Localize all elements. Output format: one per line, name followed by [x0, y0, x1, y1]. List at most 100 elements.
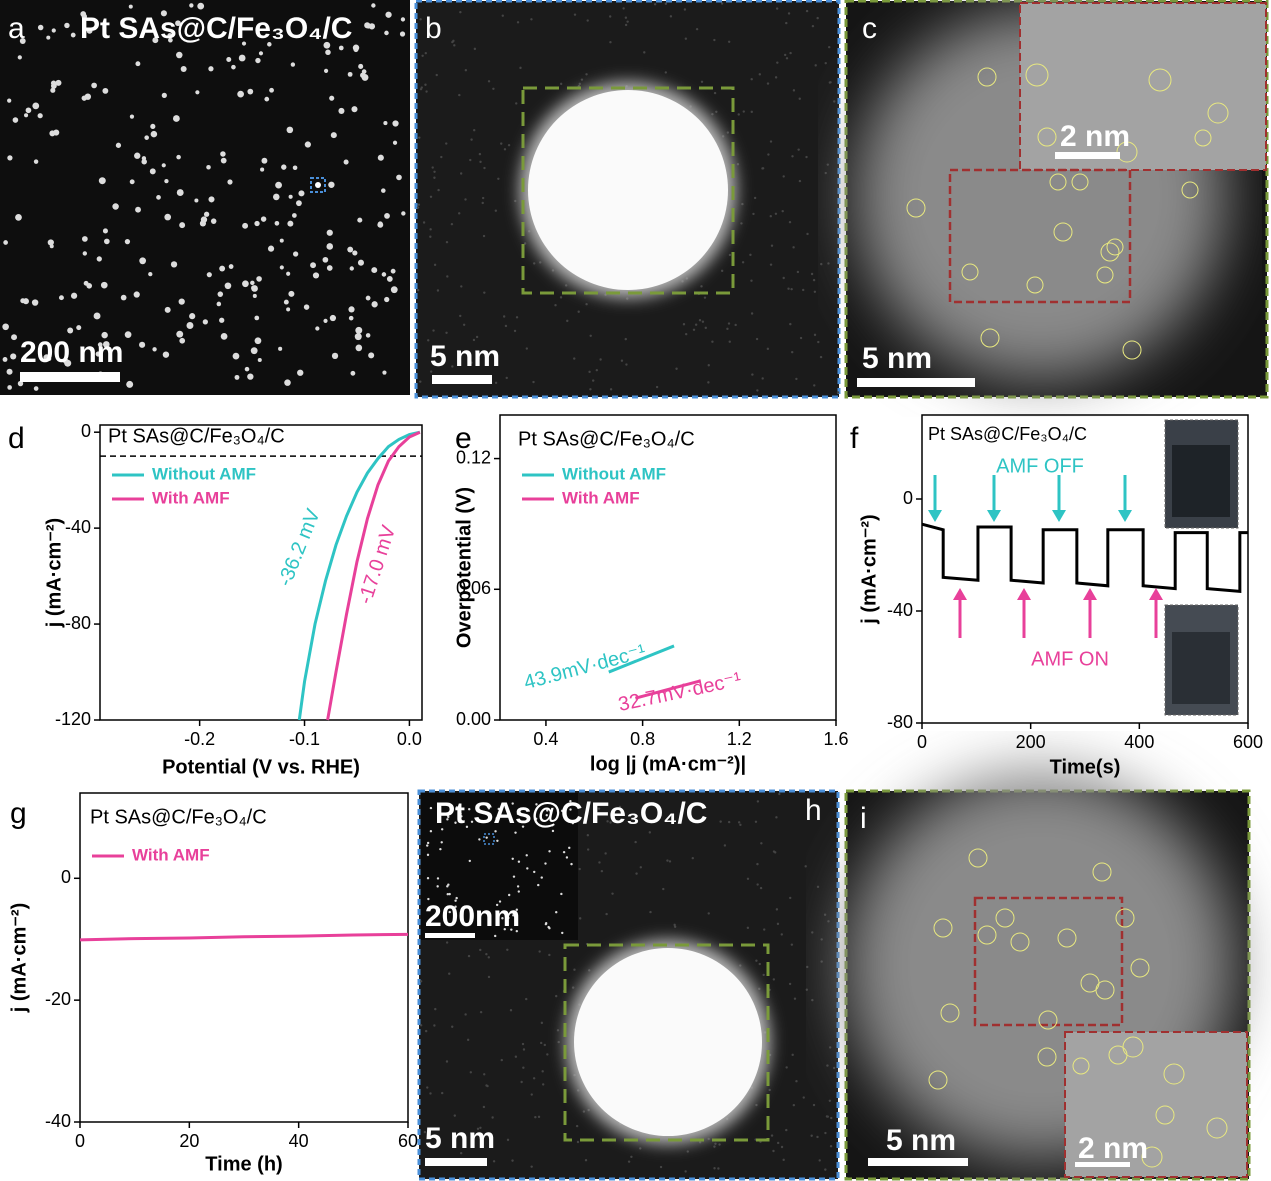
atom-marker	[1155, 1105, 1175, 1125]
particle	[95, 351, 101, 357]
noise	[425, 90, 428, 93]
particle	[24, 113, 29, 118]
particle	[47, 239, 54, 246]
noise	[453, 1114, 456, 1117]
particle	[426, 841, 430, 845]
particle	[272, 193, 280, 201]
noise	[799, 336, 803, 340]
particle	[551, 829, 555, 833]
zoom-box	[521, 86, 735, 295]
particle	[426, 844, 429, 847]
particle	[37, 24, 44, 31]
noise	[548, 953, 551, 957]
particle	[175, 20, 181, 27]
particle	[3, 240, 8, 245]
atom-marker	[1206, 1117, 1228, 1139]
particle	[2, 323, 9, 331]
particle	[447, 883, 450, 886]
noise	[816, 885, 820, 889]
panel-label: e	[455, 422, 472, 455]
noise	[766, 347, 770, 351]
particle	[150, 123, 156, 129]
panel-label: g	[10, 797, 27, 830]
noise	[686, 1150, 689, 1153]
noise	[739, 964, 742, 967]
noise	[813, 384, 816, 387]
scale-label: 5 nm	[430, 340, 500, 373]
noise	[599, 358, 602, 361]
photo-detail	[1172, 632, 1230, 704]
noise	[727, 820, 731, 824]
noise	[770, 244, 774, 247]
noise	[774, 76, 778, 79]
series-line	[326, 430, 421, 721]
noise	[483, 1073, 486, 1076]
noise	[459, 10, 462, 14]
noise	[700, 285, 703, 288]
particle	[260, 167, 265, 172]
noise	[585, 73, 588, 76]
particle	[232, 352, 240, 360]
particle	[310, 262, 317, 269]
particle	[292, 251, 299, 257]
particle	[507, 916, 510, 920]
noise	[737, 113, 740, 116]
particle	[129, 114, 135, 119]
particle	[329, 95, 335, 101]
noise	[753, 196, 757, 200]
series-line	[79, 932, 409, 942]
particle	[510, 928, 513, 931]
noise	[459, 172, 463, 175]
particle	[392, 120, 399, 127]
particle	[494, 934, 497, 938]
noise	[711, 340, 714, 343]
particle	[290, 62, 296, 67]
noise	[673, 925, 677, 928]
noise	[746, 926, 750, 930]
particle	[544, 922, 548, 926]
noise	[482, 234, 486, 238]
noise	[788, 220, 792, 224]
particle	[220, 332, 228, 340]
noise	[768, 1088, 771, 1092]
noise	[579, 917, 582, 920]
panel-label: b	[425, 12, 442, 45]
particle	[141, 158, 147, 165]
atom-marker	[977, 67, 997, 87]
noise	[793, 997, 797, 1000]
particle	[133, 291, 140, 298]
noise	[464, 69, 468, 72]
noise	[721, 135, 725, 138]
noise	[446, 275, 449, 278]
particle	[323, 68, 329, 74]
noise	[459, 314, 462, 318]
noise	[520, 1080, 523, 1084]
plot-frame	[921, 414, 1249, 724]
noise	[539, 1041, 543, 1045]
particle	[460, 815, 463, 818]
noise	[704, 326, 707, 330]
particle	[274, 220, 280, 226]
noise	[440, 155, 443, 159]
noise	[609, 41, 612, 44]
noise	[557, 1040, 560, 1044]
noise	[624, 337, 627, 341]
zoom-box	[973, 896, 1124, 1027]
plot-frame	[499, 414, 837, 721]
particle	[562, 850, 566, 854]
particle	[219, 317, 225, 323]
particle	[401, 211, 406, 216]
noise	[492, 87, 495, 90]
noise	[756, 862, 759, 866]
micrograph-labels: a Pt SAs@C/Fe₃O₄/C 200 nm b 5 nm c 5 nm …	[8, 12, 1148, 1165]
noise	[479, 160, 482, 164]
noise	[466, 1038, 470, 1042]
noise	[522, 1048, 526, 1051]
particle	[315, 326, 320, 331]
noise	[805, 155, 808, 159]
scale-bar	[868, 1158, 968, 1166]
noise	[452, 39, 455, 43]
atom-marker	[1092, 862, 1112, 882]
noise	[605, 912, 608, 916]
